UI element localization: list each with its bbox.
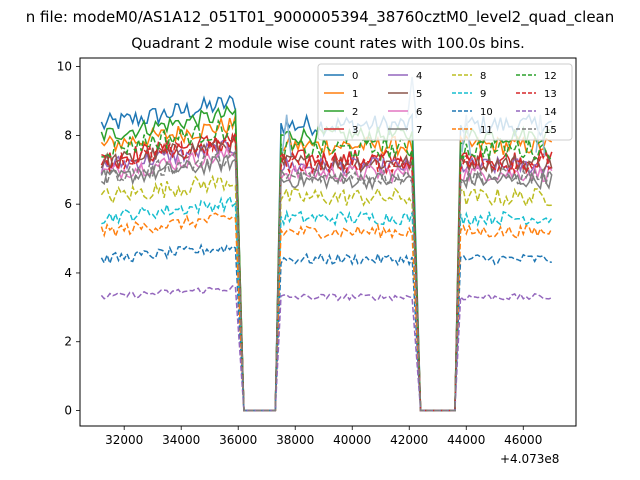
series-line-14 [100, 285, 553, 412]
x-tick-label: 46000 [504, 433, 542, 447]
legend-label-11: 11 [480, 125, 493, 136]
y-tick-label: 6 [64, 197, 72, 211]
series-line-9 [101, 194, 553, 412]
figure-suptitle: n file: modeM0/AS1A12_051T01_9000005394_… [25, 8, 615, 26]
legend-label-12: 12 [544, 71, 557, 82]
legend-label-3: 3 [352, 125, 358, 136]
legend-label-9: 9 [480, 89, 486, 100]
series-line-1 [100, 115, 553, 412]
x-tick-label: 34000 [162, 433, 200, 447]
legend-box [317, 63, 573, 141]
y-axis: 0 2 4 6 8 10 [57, 60, 80, 418]
x-tick-label: 32000 [105, 433, 143, 447]
legend-label-5: 5 [416, 89, 422, 100]
legend-label-13: 13 [544, 89, 557, 100]
x-tick-label: 36000 [219, 433, 257, 447]
legend-label-1: 1 [352, 89, 358, 100]
x-tick-label: 38000 [276, 433, 314, 447]
series-lines [100, 76, 553, 412]
series-line-13 [101, 132, 553, 412]
legend-label-8: 8 [480, 71, 486, 82]
plot-frame [79, 57, 577, 427]
series-line-12 [101, 118, 553, 412]
legend-label-10: 10 [480, 107, 493, 118]
series-line-15 [100, 148, 553, 412]
x-tick-label: 42000 [390, 433, 428, 447]
x-tick-label: 40000 [333, 433, 371, 447]
y-tick-label: 10 [57, 60, 72, 74]
series-line-11 [100, 212, 553, 412]
legend-label-4: 4 [416, 71, 422, 82]
x-tick-label: 44000 [447, 433, 485, 447]
highlight-peak [281, 114, 292, 157]
legend-label-0: 0 [352, 71, 358, 82]
legend-label-15: 15 [544, 125, 557, 136]
chart-title: Quadrant 2 module wise count rates with … [131, 36, 525, 52]
y-tick-label: 8 [64, 128, 72, 142]
y-tick-label: 0 [64, 404, 72, 418]
legend-label-7: 7 [416, 125, 422, 136]
series-line-3 [100, 132, 553, 412]
series-line-10 [100, 243, 552, 412]
series-line-7 [100, 154, 553, 412]
legend-label-6: 6 [416, 107, 422, 118]
series-line-8 [100, 174, 552, 412]
legend-label-14: 14 [544, 107, 557, 118]
y-tick-label: 2 [64, 335, 72, 349]
y-tick-label: 4 [64, 266, 72, 280]
x-axis: 32000 34000 36000 38000 40000 42000 44000 46000 [105, 426, 542, 447]
series-line-6 [100, 145, 553, 412]
x-axis-offset: +4.073e8 [500, 452, 560, 466]
legend-label-2: 2 [352, 107, 358, 118]
